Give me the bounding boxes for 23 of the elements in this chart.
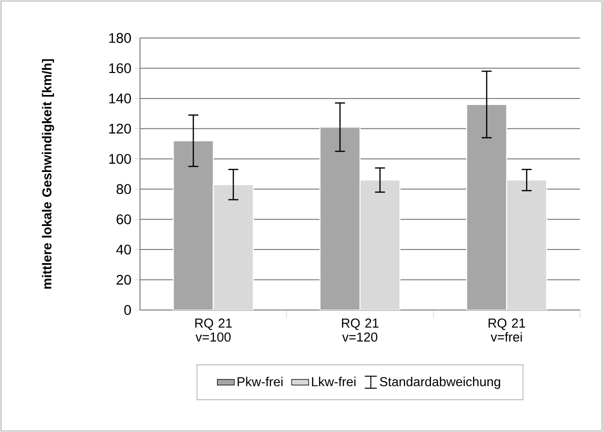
x-tick-label: RQ 21 v=120 <box>342 318 378 342</box>
y-tick-label: 180 <box>109 33 131 43</box>
y-tick-label: 0 <box>124 305 131 315</box>
bar <box>466 104 508 310</box>
legend-label: Lkw-frei <box>312 376 356 386</box>
bar <box>360 180 401 310</box>
bar <box>506 180 548 310</box>
bar <box>212 184 254 310</box>
y-tick-label: 80 <box>116 184 131 194</box>
bar <box>172 140 214 310</box>
y-tick-label: 120 <box>109 124 131 134</box>
y-tick-label: 140 <box>109 93 131 104</box>
y-tick-label: 60 <box>116 214 131 224</box>
y-tick-label: 160 <box>109 63 131 74</box>
y-axis-title: mittlere lokale Geshwindigkeit [km/h] <box>42 59 54 289</box>
x-tick-label: RQ 21 v=frei <box>488 318 526 342</box>
y-tick-label: 20 <box>116 274 131 285</box>
legend-label: Pkw-frei <box>238 376 283 386</box>
bar <box>320 126 360 310</box>
y-tick-label: 40 <box>116 244 131 254</box>
x-tick-label: RQ 21 v=100 <box>195 318 232 342</box>
text: Standardabweichung <box>380 376 500 389</box>
y-tick-label: 100 <box>109 154 131 164</box>
